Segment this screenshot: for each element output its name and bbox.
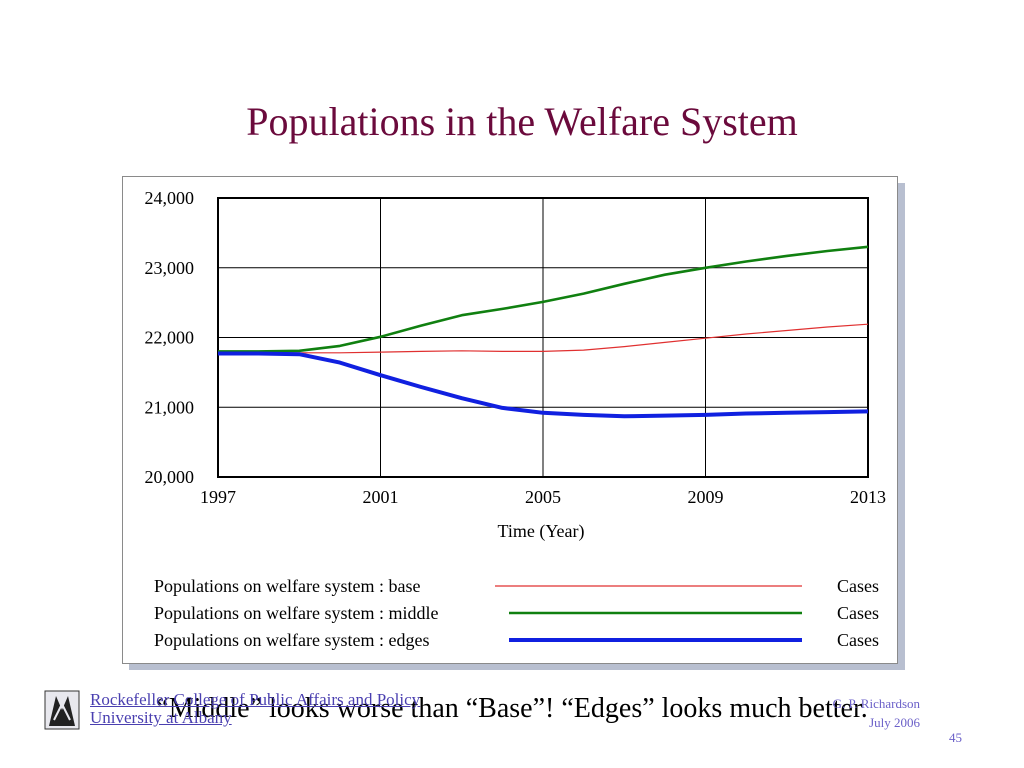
legend-entry-label: Populations on welfare system : middle: [154, 603, 438, 623]
plot-area-border: [217, 197, 869, 478]
line-chart: 20,000 21,000 22,000 23,000 24,000 1997 2001 20…: [145, 188, 887, 650]
x-tick-label: 2009: [688, 487, 724, 507]
slide-number: 45: [949, 730, 962, 745]
footer-org-line2[interactable]: University at Albany: [90, 708, 232, 727]
y-tick-label: 24,000: [145, 188, 195, 208]
x-axis-label: Time (Year): [497, 521, 584, 542]
x-tick-label: 1997: [200, 487, 236, 507]
footer-org-line1[interactable]: Rockefeller College of Public Affairs an…: [90, 690, 421, 709]
chart-panel: 20,000 21,000 22,000 23,000 24,000 1997 2001 20…: [122, 176, 898, 664]
series-line-2: [218, 245, 869, 353]
footer-author: G. P. Richardson: [832, 696, 920, 711]
x-tick-label: 2013: [850, 487, 886, 507]
x-tick-label: 2001: [363, 487, 399, 507]
slide-title: Populations in the Welfare System: [246, 99, 798, 144]
university-seal-icon: [44, 690, 80, 730]
legend-entry-label: Populations on welfare system : base: [154, 576, 420, 596]
slide-caption: “Middle” looks worse than “Base”! “Edges…: [156, 693, 868, 724]
y-tick-label: 23,000: [145, 258, 195, 278]
y-tick-label: 22,000: [145, 328, 195, 348]
legend-unit-label: Cases: [837, 603, 879, 623]
footer-date: July 2006: [869, 715, 920, 730]
footer-organization[interactable]: Rockefeller College of Public Affairs an…: [90, 691, 420, 727]
legend-unit-label: Cases: [837, 576, 879, 596]
legend-entry-label: Populations on welfare system : edges: [154, 630, 429, 650]
legend-unit-label: Cases: [837, 630, 879, 650]
footer-author-date: G. P. Richardson July 2006: [833, 694, 920, 732]
series-line-1: [218, 323, 869, 354]
series-line-3: [218, 351, 869, 419]
y-tick-label: 21,000: [145, 397, 195, 417]
y-tick-label: 20,000: [145, 467, 195, 487]
x-tick-label: 2005: [525, 487, 561, 507]
